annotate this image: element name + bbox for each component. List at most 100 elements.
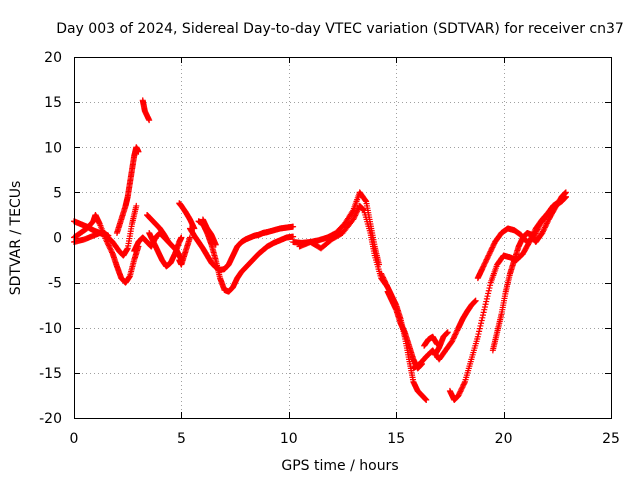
data-point <box>484 253 491 260</box>
data-point <box>460 382 467 389</box>
chart-title: Day 003 of 2024, Sidereal Day-to-day VTE… <box>56 21 624 37</box>
series-track-e <box>139 97 153 124</box>
data-point <box>481 260 488 267</box>
data-point <box>458 387 465 394</box>
data-point <box>105 242 112 249</box>
series-track-t <box>431 329 451 358</box>
data-point <box>478 320 485 327</box>
data-point <box>486 249 493 256</box>
data-point <box>481 303 488 310</box>
y-tick-label: 20 <box>44 50 62 66</box>
data-point <box>165 239 172 246</box>
series-track-l <box>195 218 297 295</box>
data-point <box>290 233 297 240</box>
data-point <box>483 298 490 305</box>
data-point <box>487 248 494 255</box>
y-tick-label: 0 <box>53 231 62 247</box>
y-tick-label: -20 <box>39 411 62 427</box>
data-point <box>535 223 542 230</box>
data-point <box>451 332 458 339</box>
data-point <box>472 297 479 304</box>
data-point <box>541 224 548 231</box>
data-point <box>479 266 486 273</box>
data-point <box>450 335 457 342</box>
data-point <box>450 334 457 341</box>
data-point <box>479 264 486 271</box>
data-point <box>543 221 550 228</box>
data-point <box>380 276 387 283</box>
data-point <box>212 241 219 248</box>
data-point <box>350 216 357 223</box>
data-point <box>178 234 185 241</box>
data-point <box>486 285 493 292</box>
x-tick-label: 20 <box>495 431 513 447</box>
series-track-s <box>421 333 441 349</box>
data-point <box>423 396 430 403</box>
data-point <box>104 239 111 246</box>
data-point <box>456 391 463 398</box>
data-point <box>453 328 460 335</box>
data-point <box>362 197 369 204</box>
data-point <box>475 331 482 338</box>
series-track-m <box>199 216 219 248</box>
data-point <box>476 328 483 335</box>
data-point <box>485 290 492 297</box>
data-point <box>108 248 115 255</box>
data-point <box>106 243 113 250</box>
data-point <box>109 249 116 256</box>
x-tick-label: 10 <box>280 431 298 447</box>
data-point <box>533 229 540 236</box>
data-point <box>107 246 114 253</box>
y-tick-label: -15 <box>39 366 62 382</box>
x-tick-label: 15 <box>387 431 405 447</box>
x-axis-label: GPS time / hours <box>281 458 398 474</box>
x-tick-label: 0 <box>70 431 79 447</box>
data-point <box>479 314 486 321</box>
data-point <box>539 229 546 236</box>
data-point <box>541 225 548 232</box>
y-tick-label: -10 <box>39 321 62 337</box>
y-axis-label: SDTVAR / TECUs <box>8 181 24 296</box>
series-track-q <box>384 288 425 372</box>
data-point <box>534 226 541 233</box>
data-point <box>186 234 193 241</box>
grid <box>74 57 611 418</box>
data-point <box>539 228 546 235</box>
data-point <box>482 257 489 264</box>
data-point <box>482 301 489 308</box>
data-point <box>135 148 142 155</box>
data-point <box>531 233 538 240</box>
data-point <box>476 325 483 332</box>
data-point <box>354 208 361 215</box>
plot-frame <box>74 57 612 419</box>
data-point <box>542 223 549 230</box>
y-tick-label: 5 <box>53 185 62 201</box>
data-point <box>481 306 488 313</box>
data-point <box>488 247 495 254</box>
data-point <box>456 389 463 396</box>
data-point <box>290 223 297 230</box>
data-point <box>382 278 389 285</box>
data-point <box>544 219 551 226</box>
data-point <box>379 273 386 280</box>
data-point <box>480 309 487 316</box>
data-point <box>352 211 359 218</box>
data-point <box>103 237 110 244</box>
series-track-h <box>146 229 185 270</box>
data-point <box>107 245 114 252</box>
data-point <box>482 259 489 266</box>
data-point <box>455 392 462 399</box>
data-point <box>543 220 550 227</box>
data-point <box>533 227 540 234</box>
data-point <box>353 209 360 216</box>
data-point <box>480 263 487 270</box>
data-point <box>452 331 459 338</box>
y-tick-label: 10 <box>44 140 62 156</box>
data-point <box>378 270 385 277</box>
data-point <box>458 385 465 392</box>
y-tick-label: -5 <box>48 276 62 292</box>
data-point <box>477 322 484 329</box>
data-point <box>452 330 459 337</box>
data-point <box>474 333 481 340</box>
